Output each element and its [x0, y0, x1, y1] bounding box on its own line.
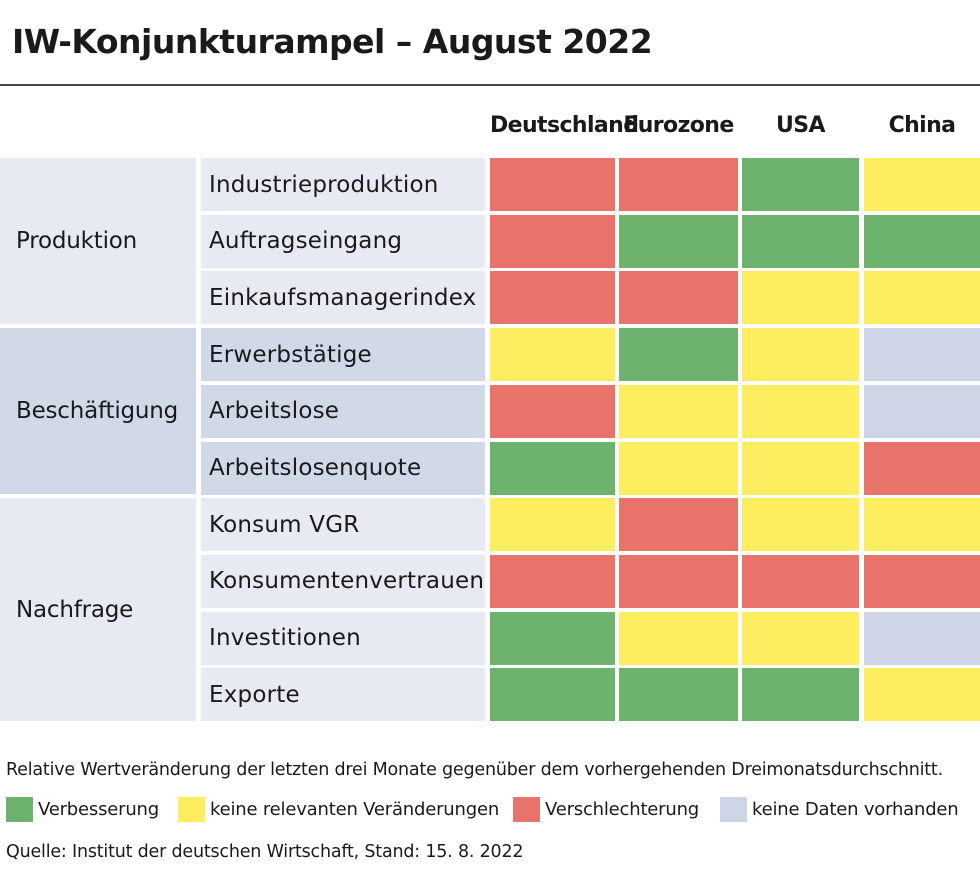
indicator-label: Arbeitslosenquote — [209, 455, 422, 481]
status-cell-improvement — [619, 214, 738, 268]
group-label: Produktion — [16, 228, 138, 255]
indicator-cell: Erwerbstätige — [201, 328, 485, 382]
legend-label-deterioration: Verschlechterung — [545, 799, 700, 820]
status-cell-improvement — [619, 328, 738, 382]
status-cell-deterioration — [864, 441, 980, 495]
indicator-cell: Arbeitslosenquote — [201, 441, 485, 495]
status-cell-no-change — [742, 611, 859, 665]
indicator-label: Auftragseingang — [209, 228, 403, 255]
status-cell-no-change — [742, 271, 859, 325]
group-label: Beschäftigung — [16, 398, 179, 425]
title-divider — [0, 84, 980, 86]
status-cell-deterioration — [619, 498, 738, 552]
indicator-label: Konsum VGR — [209, 511, 360, 538]
status-cell-no-change — [864, 668, 980, 722]
status-cell-improvement — [490, 668, 615, 722]
status-cell-no-change — [490, 498, 615, 552]
indicator-label: Arbeitslose — [209, 398, 340, 425]
indicator-label: Industrieproduktion — [209, 171, 439, 198]
status-cell-no-change — [619, 611, 738, 665]
column-header: Deutschland — [490, 113, 639, 138]
status-cell-no-data — [864, 384, 980, 438]
legend-label-no-data: keine Daten vorhanden — [752, 799, 959, 820]
indicator-label: Investitionen — [209, 625, 361, 652]
indicator-label: Exporte — [209, 681, 300, 708]
legend-swatch-improvement — [6, 797, 33, 822]
status-cell-deterioration — [490, 384, 615, 438]
status-cell-deterioration — [490, 214, 615, 268]
indicator-cell: Konsumentenvertrauen — [201, 554, 485, 608]
status-cell-improvement — [619, 668, 738, 722]
source-note: Quelle: Institut der deutschen Wirtschaf… — [6, 842, 524, 862]
indicator-cell: Einkaufsmanagerindex — [201, 271, 485, 325]
indicator-cell: Arbeitslose — [201, 384, 485, 438]
indicator-label: Erwerbstätige — [209, 341, 372, 368]
status-cell-no-change — [864, 158, 980, 211]
status-cell-deterioration — [490, 271, 615, 325]
status-cell-no-change — [742, 441, 859, 495]
status-cell-deterioration — [619, 271, 738, 325]
group-label: Nachfrage — [16, 596, 134, 623]
group-cell: Produktion — [0, 158, 196, 325]
status-cell-no-data — [864, 328, 980, 382]
status-cell-no-change — [864, 498, 980, 552]
indicator-cell: Konsum VGR — [201, 498, 485, 552]
status-cell-no-change — [742, 328, 859, 382]
indicator-cell: Industrieproduktion — [201, 158, 485, 211]
legend-swatch-deterioration — [513, 797, 540, 822]
status-cell-deterioration — [490, 554, 615, 608]
status-cell-improvement — [490, 611, 615, 665]
status-cell-deterioration — [619, 554, 738, 608]
status-cell-improvement — [742, 668, 859, 722]
status-cell-deterioration — [619, 158, 738, 211]
group-cell: Beschäftigung — [0, 328, 196, 495]
status-cell-no-change — [742, 498, 859, 552]
legend-swatch-no-change — [178, 797, 205, 822]
status-cell-no-change — [490, 328, 615, 382]
status-cell-no-change — [742, 384, 859, 438]
legend-label-improvement: Verbesserung — [38, 799, 159, 820]
indicator-label: Einkaufsmanagerindex — [209, 284, 477, 311]
column-header: Eurozone — [623, 113, 734, 138]
status-cell-no-change — [619, 384, 738, 438]
status-cell-no-change — [619, 441, 738, 495]
status-cell-deterioration — [864, 554, 980, 608]
status-cell-no-change — [864, 271, 980, 325]
indicator-cell: Exporte — [201, 668, 485, 722]
status-cell-deterioration — [742, 554, 859, 608]
status-cell-no-data — [864, 611, 980, 665]
status-cell-deterioration — [490, 158, 615, 211]
status-cell-improvement — [742, 158, 859, 211]
group-cell: Nachfrage — [0, 498, 196, 722]
indicator-cell: Investitionen — [201, 611, 485, 665]
indicator-label: Konsumentenvertrauen — [209, 568, 485, 595]
legend-label-no-change: keine relevanten Veränderungen — [210, 799, 500, 820]
column-header: China — [888, 113, 956, 138]
status-cell-improvement — [490, 441, 615, 495]
indicator-cell: Auftragseingang — [201, 214, 485, 268]
column-header: USA — [776, 113, 826, 138]
status-cell-improvement — [864, 214, 980, 268]
legend-swatch-no-data — [720, 797, 747, 822]
chart-title: IW-Konjunkturampel – August 2022 — [12, 22, 653, 61]
status-cell-improvement — [742, 214, 859, 268]
legend-note: Relative Wertveränderung der letzten dre… — [6, 760, 943, 780]
